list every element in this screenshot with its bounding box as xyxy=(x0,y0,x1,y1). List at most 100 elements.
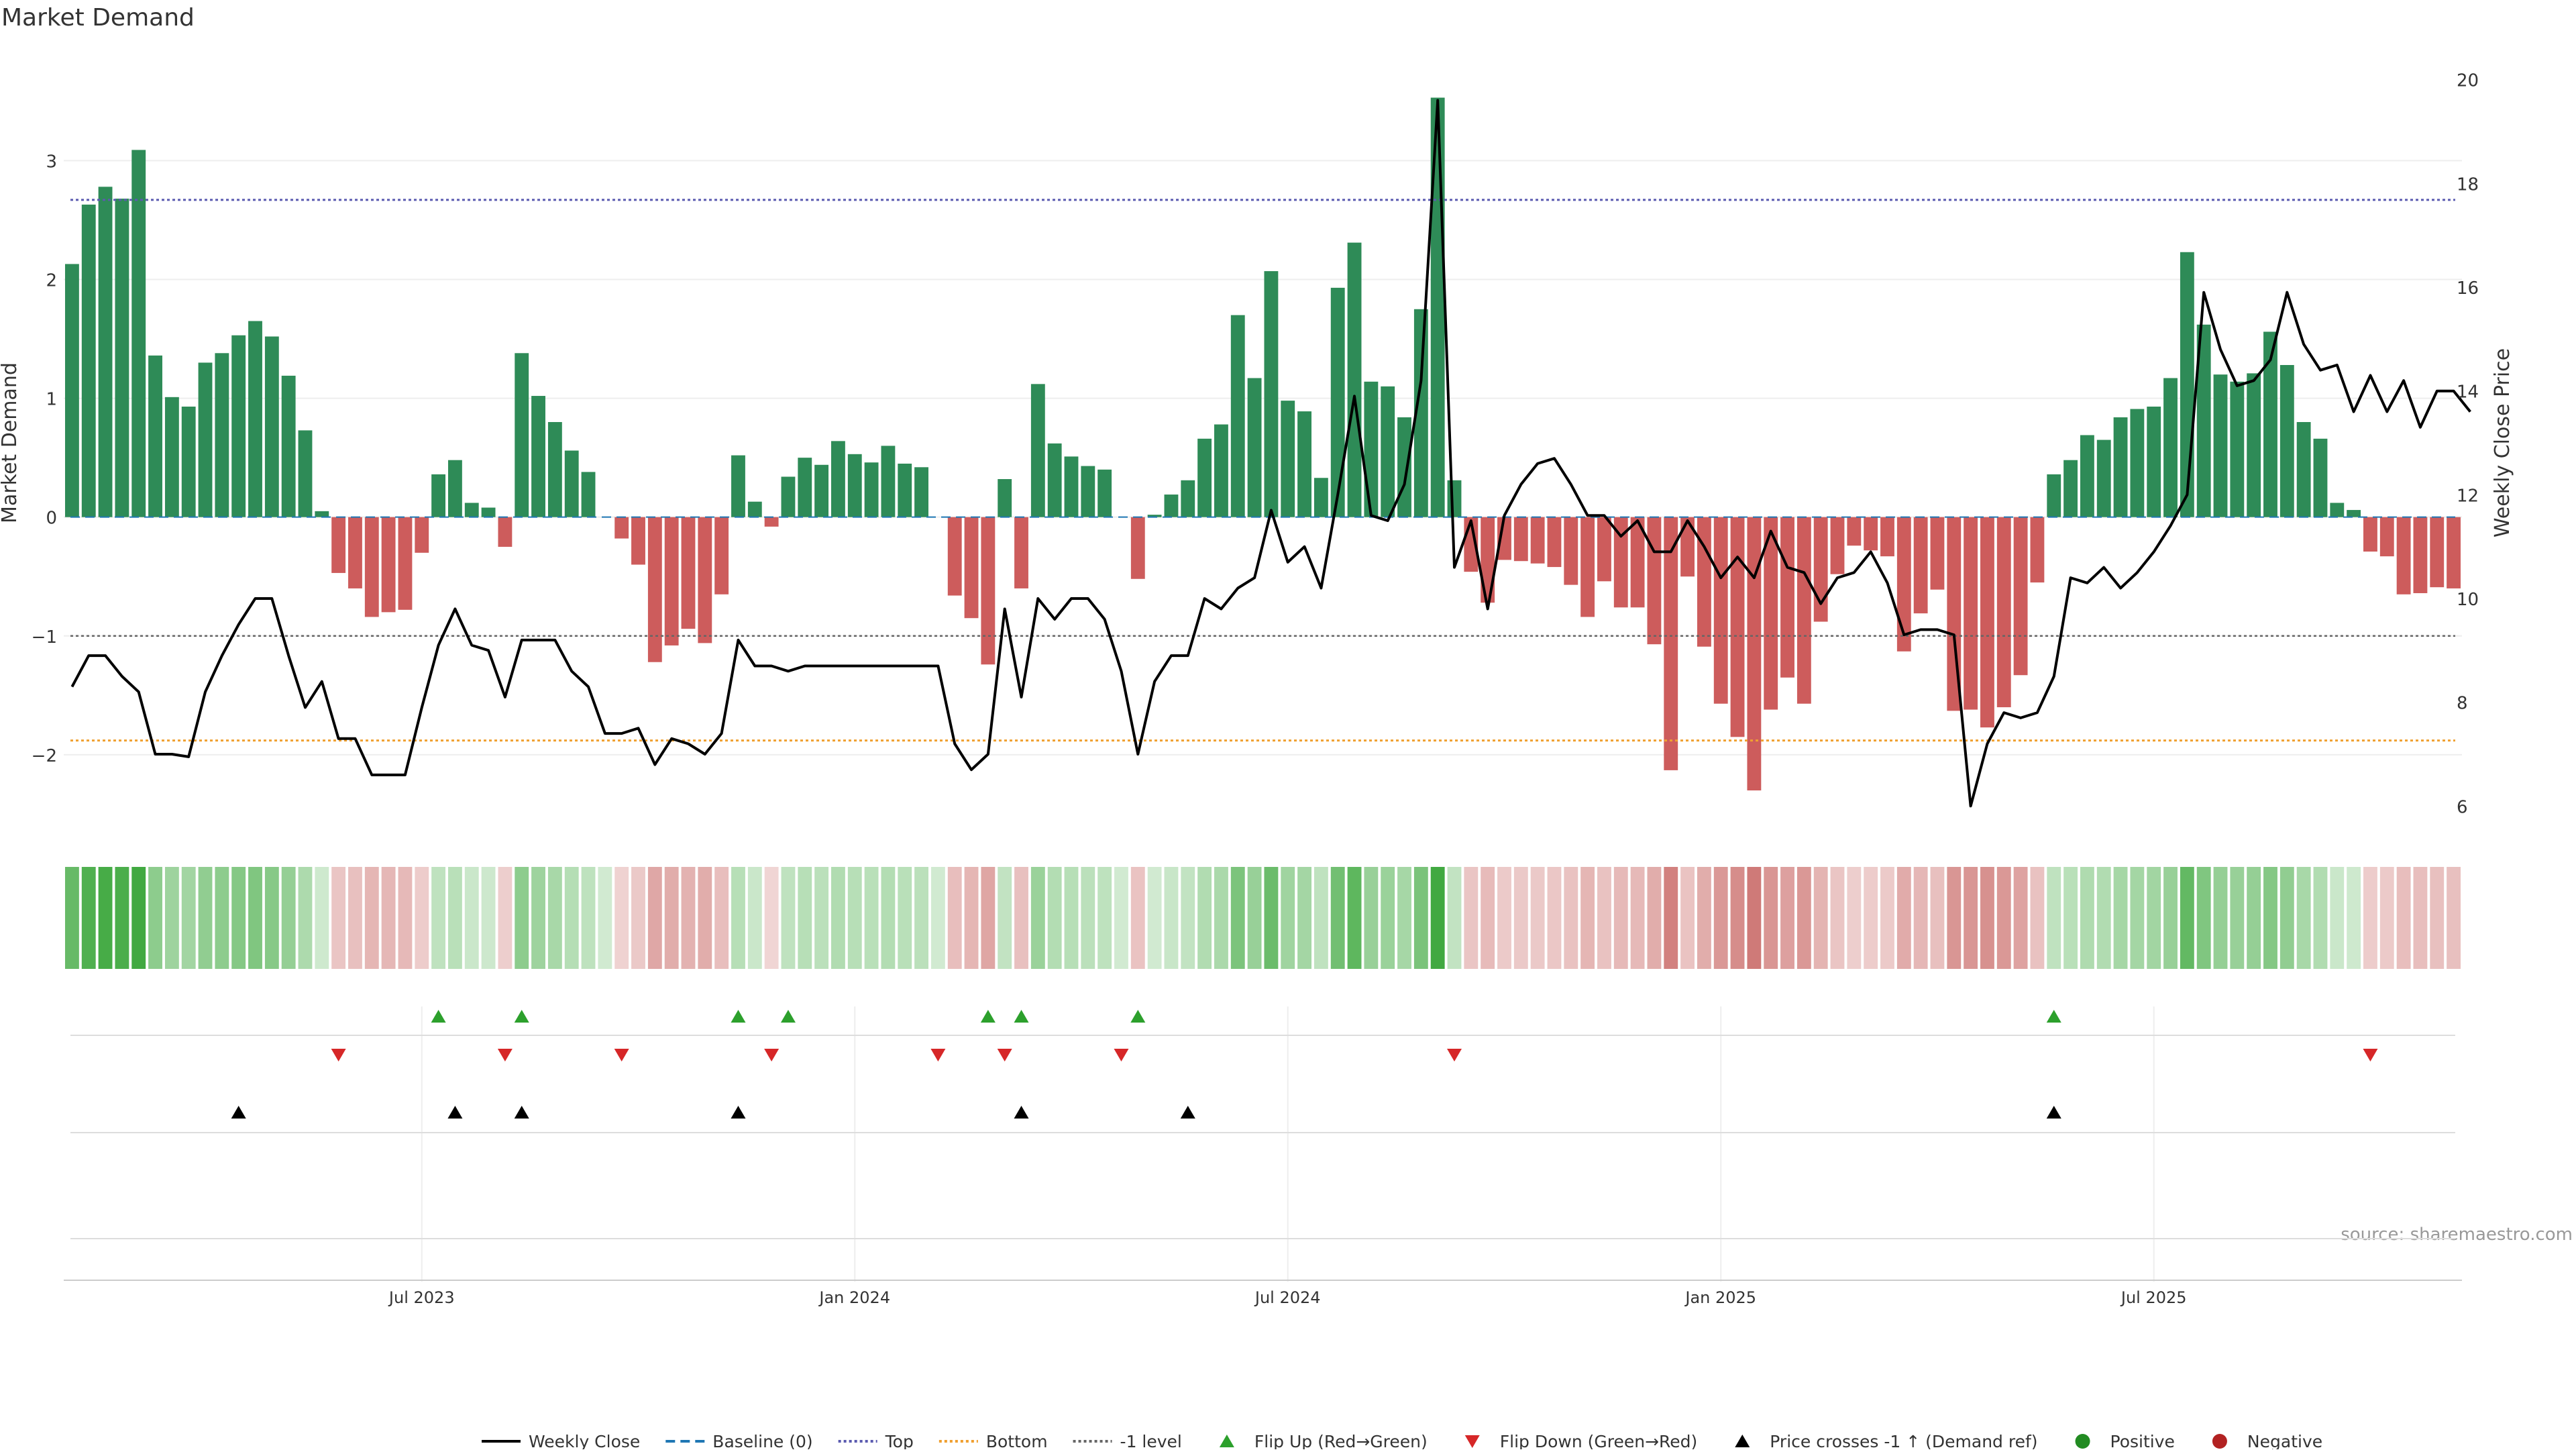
demand-bar xyxy=(831,441,845,517)
flip-down-marker xyxy=(497,1049,513,1061)
y-axis-label: Market Demand xyxy=(0,362,21,523)
demand-bar xyxy=(564,450,579,517)
heat-cell xyxy=(2113,867,2128,969)
heat-cell xyxy=(598,867,612,969)
demand-bar xyxy=(1330,287,1345,517)
legend-label: Weekly Close xyxy=(529,1432,640,1449)
demand-bar xyxy=(315,511,329,517)
heat-cell xyxy=(264,867,279,969)
demand-bar xyxy=(415,517,429,553)
demand-bar xyxy=(781,476,796,517)
heat-cell xyxy=(1247,867,1262,969)
demand-bar xyxy=(731,455,745,517)
demand-bar xyxy=(1381,386,1395,517)
heat-cell xyxy=(998,867,1012,969)
x-tick-label: Jan 2024 xyxy=(818,1288,890,1307)
demand-bar xyxy=(1064,456,1079,517)
demand-bar xyxy=(2147,406,2161,517)
demand-bar xyxy=(2130,409,2145,517)
legend-swatch xyxy=(1219,1435,1234,1447)
demand-bar xyxy=(881,446,896,517)
heat-cell xyxy=(2330,867,2345,969)
demand-bar xyxy=(381,517,396,613)
heat-cell xyxy=(1813,867,1828,969)
heat-cell xyxy=(531,867,545,969)
heat-cell xyxy=(614,867,629,969)
flip-down-marker xyxy=(2363,1049,2378,1061)
heat-cell xyxy=(464,867,479,969)
price-line-group xyxy=(70,99,2471,808)
demand-bar xyxy=(1597,517,1611,582)
heat-cell xyxy=(2096,867,2111,969)
demand-heat-strip xyxy=(64,867,2461,969)
flip-down-marker xyxy=(614,1049,629,1061)
legend-label: Positive xyxy=(2110,1432,2175,1449)
heat-cell xyxy=(1764,867,1778,969)
demand-bar xyxy=(1564,517,1578,585)
legend-swatch xyxy=(2075,1434,2090,1449)
flip-up-marker xyxy=(2046,1010,2061,1023)
demand-bar xyxy=(447,460,462,517)
y2-tick-label: 16 xyxy=(2457,278,2479,299)
y-tick-label: 1 xyxy=(46,390,57,410)
x-tick-label: Jul 2023 xyxy=(388,1288,455,1307)
demand-bar xyxy=(1847,517,1862,546)
legend-label: Flip Up (Red→Green) xyxy=(1254,1432,1428,1449)
demand-bar xyxy=(798,458,812,517)
demand-bar xyxy=(1147,515,1162,517)
heat-cell xyxy=(2413,867,2428,969)
demand-bar xyxy=(2447,517,2461,588)
heat-cell xyxy=(1197,867,1212,969)
heat-cell xyxy=(1364,867,1379,969)
demand-bar xyxy=(398,517,413,610)
legend-label: Negative xyxy=(2247,1432,2322,1449)
heat-cell xyxy=(2396,867,2411,969)
heat-cell xyxy=(781,867,796,969)
heat-cell xyxy=(1780,867,1794,969)
demand-bar xyxy=(1530,517,1545,564)
heat-cell xyxy=(881,867,896,969)
demand-bar xyxy=(1913,517,1928,614)
demand-bar xyxy=(1313,478,1328,517)
heat-cell xyxy=(1580,867,1595,969)
heat-cell xyxy=(298,867,313,969)
demand-bar xyxy=(981,517,996,665)
flip-down-marker xyxy=(764,1049,780,1061)
flip-up-marker xyxy=(780,1010,796,1023)
demand-bar xyxy=(1930,517,1945,590)
demand-bar xyxy=(2047,474,2061,517)
demand-bar xyxy=(2247,373,2261,517)
demand-bar xyxy=(1081,466,1095,517)
demand-bar xyxy=(148,355,162,517)
demand-bar xyxy=(2013,517,2028,676)
source-note: source: sharemaestro.com xyxy=(2341,1225,2573,1245)
heat-cell xyxy=(1114,867,1128,969)
demand-bar xyxy=(298,430,313,517)
demand-bar xyxy=(764,517,779,527)
demand-bar xyxy=(2196,324,2211,517)
heat-cell xyxy=(947,867,962,969)
demand-bar xyxy=(431,474,446,517)
demand-bar xyxy=(498,517,513,547)
heat-cell xyxy=(248,867,262,969)
y-tick-label: 2 xyxy=(46,270,57,291)
heat-cell xyxy=(1713,867,1728,969)
heat-cell xyxy=(1147,867,1162,969)
chart-title: Market Demand xyxy=(1,4,195,32)
demand-bar xyxy=(64,264,79,517)
heat-cell xyxy=(1796,867,1811,969)
heat-cell xyxy=(647,867,662,969)
demand-bar xyxy=(2063,460,2078,517)
heat-cell xyxy=(481,867,496,969)
y-tick-label: 0 xyxy=(46,509,57,529)
y2-tick-label: 18 xyxy=(2457,174,2479,195)
heat-cell xyxy=(1847,867,1862,969)
y2-axis-label: Weekly Close Price xyxy=(2491,348,2514,537)
heat-cell xyxy=(1547,867,1562,969)
demand-bar xyxy=(2430,517,2445,588)
demand-bar xyxy=(531,396,545,517)
demand-bar xyxy=(2296,422,2311,517)
price-cross-marker xyxy=(447,1106,463,1119)
heat-cell xyxy=(681,867,696,969)
heat-cell xyxy=(2213,867,2228,969)
